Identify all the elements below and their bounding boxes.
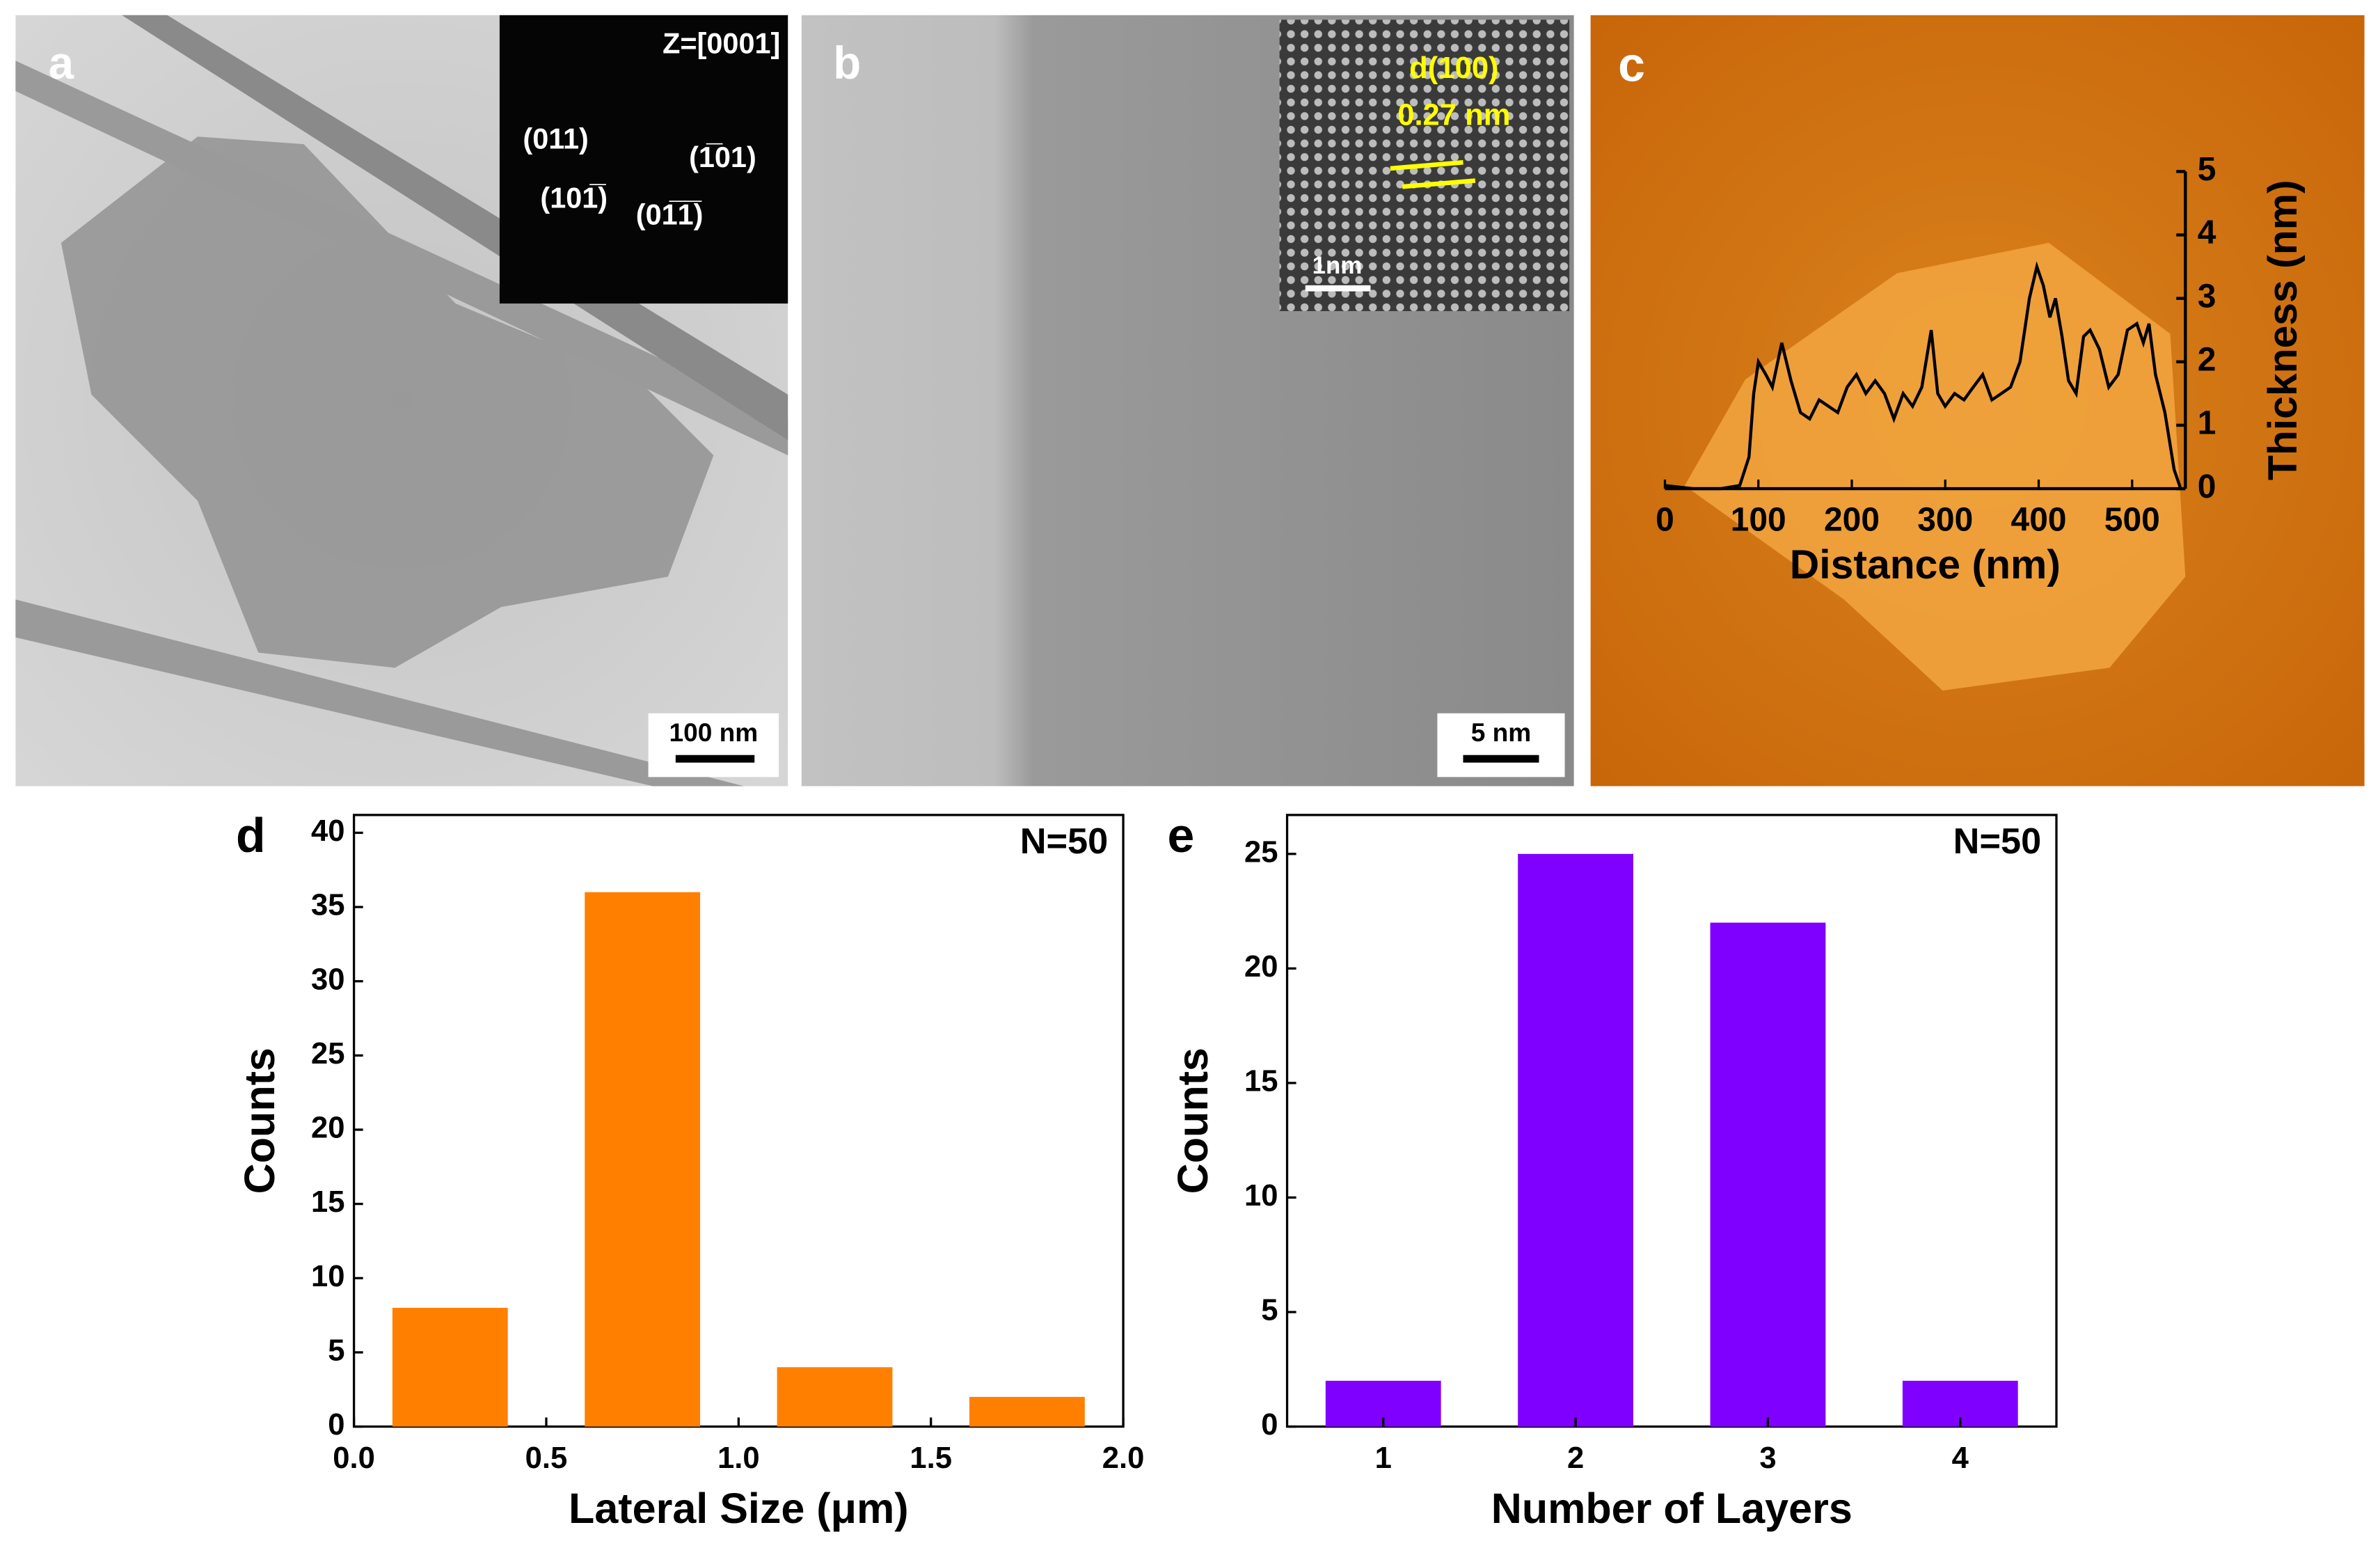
y-tick-label: 30 [311,963,345,996]
inset-text: (1̅01) [689,141,756,173]
panel-a: a Z=[0001] (011) (1̅01) (101̅) (01̅1̅) 1… [15,15,788,787]
x-tick-label: 2.0 [1102,1442,1145,1475]
scale-box [1437,713,1565,777]
lattice-marker [1390,160,1463,171]
panel-label: a [49,38,74,88]
panel-b: b d(100) 0.27 nm 1nm 5 nm [801,15,1574,787]
y-tick-label: 10 [1244,1179,1278,1213]
panel-c [1590,15,2365,787]
y-axis-title: Counts [236,1048,283,1194]
scale-label: 1nm [1312,252,1363,279]
y-tick-label: 1 [2198,405,2216,442]
panel-label: e [1168,808,1195,862]
x-tick-label: 1.5 [910,1442,952,1475]
panel-label: d [236,808,266,862]
flake [61,136,714,668]
y-axis-title: Thickness (nm) [2260,180,2306,480]
y-tick-label: 3 [2198,278,2216,315]
y-tick-label: 5 [1261,1294,1278,1327]
y-tick-label: 20 [311,1112,345,1145]
nanotube [15,61,788,456]
y-tick-label: 0 [1261,1408,1278,1442]
inset-text: (101̅) [540,182,608,214]
x-tick-label: 1.0 [717,1442,760,1475]
y-tick-label: 4 [2198,214,2216,251]
bar [585,892,701,1427]
scale-label: 5 nm [1471,718,1531,747]
x-tick-label: 0.0 [333,1442,375,1475]
y-tick-label: 25 [1244,835,1278,869]
x-tick-label: 3 [1759,1442,1776,1475]
x-tick-label: 100 [1731,502,1786,539]
scale-box [648,713,779,777]
inset-text: 0.27 nm [1397,98,1510,132]
y-tick-label: 2 [2198,341,2216,378]
x-axis-title: Distance (nm) [1790,542,2061,587]
y-tick-label: 35 [311,889,345,922]
y-tick-label: 15 [311,1185,345,1219]
y-tick-label: 20 [1244,950,1278,984]
annotation: N=50 [1953,821,2042,862]
x-axis-title: Lateral Size (μm) [569,1485,909,1532]
profile-line [1665,261,2182,491]
y-axis-title: Counts [1169,1048,1216,1194]
bar [777,1367,893,1427]
x-tick-label: 0 [1656,502,1674,539]
x-tick-label: 400 [2011,502,2067,539]
panel-label: c [1618,38,1645,92]
inset-text: Z=[0001] [663,27,780,59]
inset-text: (01̅1̅) [636,199,704,231]
y-tick-label: 15 [1244,1064,1278,1098]
y-tick-label: 25 [311,1037,345,1071]
annotation: N=50 [1020,821,1109,862]
x-tick-label: 0.5 [525,1442,568,1475]
inset-text: (011) [523,123,588,155]
inset-text: d(100) [1409,52,1498,85]
nanotube [122,15,788,441]
y-tick-label: 5 [2198,151,2216,188]
bar [1710,922,1826,1427]
x-tick-label: 300 [1917,502,1973,539]
bar [969,1396,1085,1427]
x-axis-title: Number of Layers [1491,1485,1853,1532]
x-tick-label: 500 [2104,502,2160,539]
diffraction-inset [499,15,788,304]
x-tick-label: 4 [1952,1442,1969,1475]
x-tick-label: 2 [1567,1442,1584,1475]
scale-label: 100 nm [669,718,759,747]
bar [392,1307,508,1427]
x-tick-label: 200 [1824,502,1880,539]
lattice-marker [1402,178,1476,189]
bar [1518,853,1634,1427]
y-tick-label: 40 [311,814,345,848]
x-tick-label: 1 [1375,1442,1392,1475]
y-tick-label: 0 [2198,468,2216,505]
panel-label: b [833,38,861,88]
plot-frame [1285,814,2058,1428]
y-tick-label: 0 [328,1408,344,1442]
flake [1684,242,2186,691]
y-tick-label: 5 [328,1334,344,1367]
y-tick-label: 10 [311,1260,345,1293]
